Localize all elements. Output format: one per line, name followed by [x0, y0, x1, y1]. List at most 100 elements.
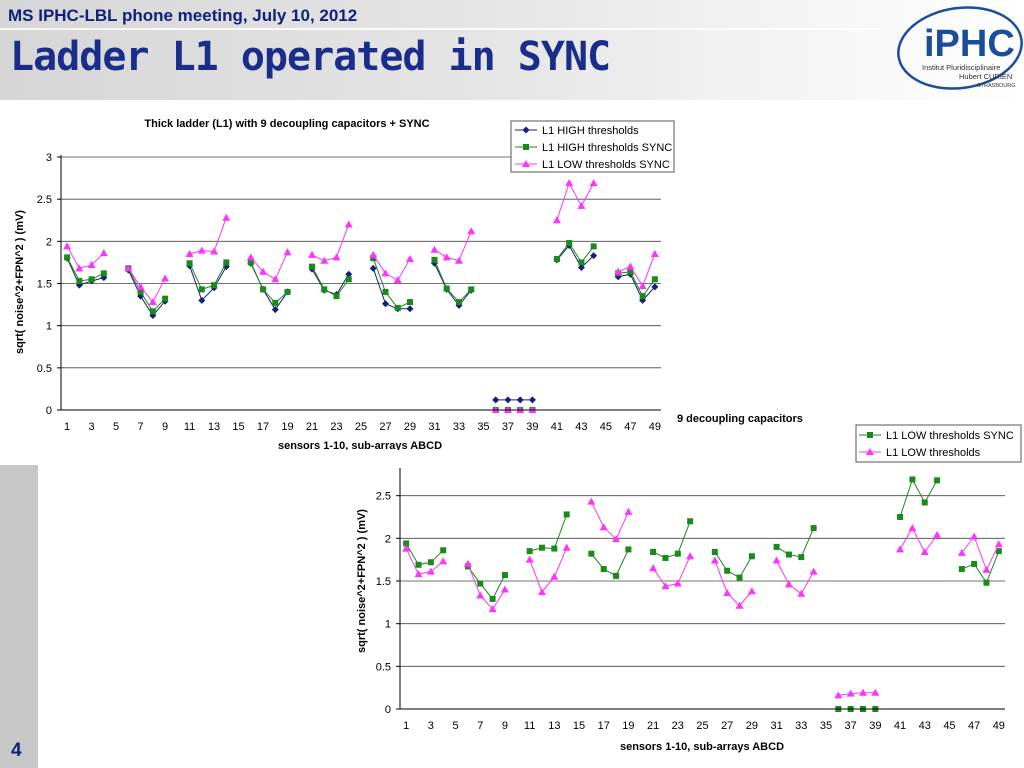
- c1-data-point: [614, 267, 623, 275]
- c1-x-tick-label: 1: [64, 421, 70, 433]
- c1-data-point: [210, 247, 219, 255]
- c2-data-point: [674, 550, 681, 557]
- c1-series-line: [189, 262, 227, 291]
- c1-x-tick-label: 49: [649, 421, 661, 433]
- c1-data-point: [577, 263, 585, 271]
- c1-series-line: [434, 263, 472, 307]
- c1-data-point: [198, 286, 205, 293]
- c1-x-tick-label: 45: [600, 421, 612, 433]
- c1-data-point: [321, 286, 328, 293]
- c1-data-point: [528, 396, 536, 404]
- c1-data-point: [320, 256, 329, 264]
- c2-data-point: [463, 559, 472, 567]
- c2-x-tick-label: 23: [672, 720, 684, 732]
- c2-x-tick-label: 21: [647, 720, 659, 732]
- c1-data-point: [406, 305, 414, 313]
- c1-data-point: [333, 293, 340, 300]
- c1-data-point: [149, 308, 156, 315]
- c2-series-line: [590, 549, 629, 577]
- c2-data-point: [957, 548, 966, 556]
- c1-data-point: [137, 288, 144, 295]
- c2-data-point: [477, 580, 484, 587]
- c2-x-tick-label: 3: [428, 720, 434, 732]
- c1-data-point: [75, 281, 83, 289]
- c1-data-point: [76, 277, 83, 284]
- c2-x-tick-label: 47: [968, 720, 980, 732]
- c1-series-line: [66, 257, 104, 286]
- c1-data-point: [246, 253, 255, 261]
- c2-series-line: [714, 560, 753, 607]
- c2-data-point: [562, 543, 571, 551]
- c1-data-point: [431, 256, 438, 263]
- c2-series-line: [467, 563, 506, 610]
- c1-series-line: [127, 268, 166, 313]
- c2-data-point: [809, 567, 818, 575]
- c1-x-tick-label: 43: [575, 421, 587, 433]
- c1-x-tick-label: 41: [551, 421, 563, 433]
- c1-data-point: [197, 246, 206, 254]
- c1-data-point: [393, 276, 402, 284]
- c1-data-point: [394, 304, 401, 311]
- c2-data-point: [588, 550, 595, 557]
- c1-series-3: [63, 179, 659, 413]
- c2-data-point: [798, 554, 805, 561]
- c1-data-point: [382, 288, 389, 295]
- c1-x-tick-label: 19: [281, 421, 293, 433]
- c1-series-1: [63, 242, 659, 404]
- c1-data-point: [99, 249, 108, 257]
- c1-data-point: [454, 256, 463, 264]
- c1-data-point: [589, 179, 598, 187]
- chart2-series: [402, 476, 1003, 712]
- c2-data-point: [537, 588, 546, 596]
- chart1-title: Thick ladder (L1) with 9 decoupling capa…: [144, 118, 429, 130]
- c1-data-point: [283, 248, 292, 256]
- c2-x-tick-label: 5: [452, 720, 458, 732]
- c1-series-line: [189, 217, 227, 255]
- c1-legend-label: L1 HIGH thresholds SYNC: [542, 142, 672, 154]
- c2-x-tick-label: 15: [573, 720, 585, 732]
- c2-series-line: [838, 692, 876, 696]
- c1-series-line: [556, 244, 595, 269]
- c1-x-tick-label: 13: [208, 421, 220, 433]
- chart1-y-ticks: 0 0.5 1 1.5 2 2.5 3: [37, 152, 61, 417]
- c2-series-line: [899, 527, 938, 553]
- c2-data-point: [958, 566, 965, 573]
- c1-legend-label: L1 HIGH thresholds: [542, 125, 639, 137]
- c2-y-tick-label: 1: [385, 619, 391, 631]
- c1-series-line: [372, 268, 410, 310]
- c1-data-point: [565, 179, 574, 187]
- c1-data-point: [468, 286, 475, 293]
- c2-x-tick-label: 41: [894, 720, 906, 732]
- c2-series-1: [403, 476, 1002, 712]
- c1-data-point: [87, 260, 96, 268]
- c2-data-point: [735, 601, 744, 609]
- c1-series-line: [311, 266, 350, 297]
- c2-x-tick-label: 31: [770, 720, 782, 732]
- c2-data-point: [797, 589, 806, 597]
- slide-title: Ladder L1 operated in SYNC: [10, 34, 611, 80]
- c2-x-tick-label: 49: [993, 720, 1005, 732]
- c2-data-point: [711, 548, 718, 555]
- c2-y-tick-label: 1.5: [376, 576, 391, 588]
- c1-series-line: [556, 181, 595, 221]
- c1-data-point: [284, 288, 291, 295]
- c1-data-point: [369, 264, 377, 272]
- c1-series-line: [434, 231, 472, 262]
- c1-legend-marker: [522, 160, 530, 167]
- c1-data-point: [578, 259, 585, 266]
- c1-series-line: [66, 246, 105, 269]
- logo-wordmark: iPHC: [924, 23, 1015, 65]
- chart1-series: [63, 179, 659, 413]
- c1-series-line: [66, 257, 105, 282]
- c2-data-point: [995, 548, 1002, 555]
- c1-data-point: [442, 253, 451, 261]
- c2-data-point: [613, 572, 620, 579]
- c2-data-point: [933, 530, 942, 538]
- c1-data-point: [271, 306, 279, 314]
- c1-data-point: [566, 240, 573, 247]
- c2-series-line: [652, 556, 691, 587]
- c2-series-line: [899, 478, 938, 518]
- c2-data-point: [909, 476, 916, 483]
- c1-data-point: [332, 253, 341, 261]
